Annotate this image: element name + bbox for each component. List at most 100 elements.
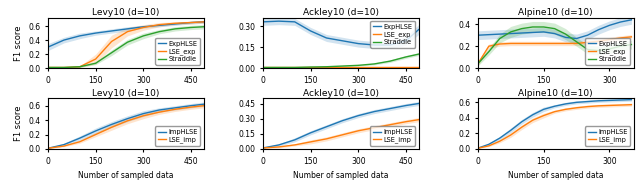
Legend: ExpHLSE, LSE_exp, Straddle: ExpHLSE, LSE_exp, Straddle [585, 38, 630, 65]
Legend: ExpHLSE, LSE_exp, Straddle: ExpHLSE, LSE_exp, Straddle [156, 38, 200, 65]
Legend: ExpHLSE, LSE_exp, Straddle: ExpHLSE, LSE_exp, Straddle [371, 21, 415, 48]
LSE_imp [562, 108, 570, 111]
LSE_exp [307, 66, 314, 69]
Straddle [507, 31, 515, 33]
LSE_exp [275, 66, 283, 69]
ExpHLSE [323, 37, 330, 39]
Straddle [605, 48, 613, 50]
LSE_imp [595, 105, 602, 107]
LSE_imp [496, 140, 504, 142]
ExpHLSE [402, 40, 410, 42]
ImpHLSE [485, 143, 493, 145]
X-axis label: Number of sampled data: Number of sampled data [508, 171, 604, 180]
Legend: ImpHLSE, LSE_imp: ImpHLSE, LSE_imp [585, 126, 630, 146]
Line: ImpHLSE: ImpHLSE [478, 100, 632, 148]
ImpHLSE [507, 129, 515, 132]
LSE_imp [187, 106, 195, 108]
LSE_exp [172, 22, 179, 24]
LSE_imp [573, 107, 580, 109]
Line: LSE_imp: LSE_imp [48, 106, 204, 148]
ImpHLSE [307, 132, 314, 134]
Title: Alpine10 (d=10): Alpine10 (d=10) [518, 89, 593, 98]
LSE_exp [584, 41, 591, 44]
ExpHLSE [76, 35, 84, 37]
Title: Levy10 (d=10): Levy10 (d=10) [92, 89, 159, 98]
ImpHLSE [323, 126, 330, 128]
ExpHLSE [616, 21, 624, 23]
Straddle [584, 48, 591, 51]
LSE_imp [628, 103, 636, 106]
Straddle [200, 26, 207, 28]
LSE_exp [562, 42, 570, 45]
Straddle [595, 49, 602, 52]
LSE_exp [415, 66, 422, 69]
Line: ExpHLSE: ExpHLSE [263, 21, 419, 45]
Straddle [474, 63, 482, 65]
ExpHLSE [386, 44, 394, 46]
LSE_imp [518, 126, 525, 128]
Line: LSE_imp: LSE_imp [478, 105, 632, 148]
LSE_exp [291, 66, 298, 69]
Straddle [291, 66, 298, 69]
ImpHLSE [605, 99, 613, 102]
ImpHLSE [108, 123, 115, 126]
Straddle [275, 66, 283, 69]
Straddle [92, 62, 99, 64]
LSE_exp [76, 66, 84, 68]
ImpHLSE [474, 147, 482, 149]
ExpHLSE [124, 28, 131, 30]
LSE_imp [355, 130, 362, 132]
Title: Ackley10 (d=10): Ackley10 (d=10) [303, 8, 379, 17]
ExpHLSE [307, 30, 314, 32]
Legend: ImpHLSE, LSE_imp: ImpHLSE, LSE_imp [370, 126, 415, 146]
Y-axis label: F1 score: F1 score [13, 106, 22, 142]
ImpHLSE [339, 120, 346, 122]
ExpHLSE [540, 31, 547, 33]
LSE_imp [275, 146, 283, 148]
LSE_exp [371, 66, 378, 69]
LSE_imp [616, 104, 624, 106]
LSE_exp [529, 42, 536, 45]
LSE_exp [108, 40, 115, 43]
Title: Alpine10 (d=10): Alpine10 (d=10) [518, 8, 593, 17]
ExpHLSE [584, 34, 591, 36]
Straddle [386, 60, 394, 62]
LSE_exp [474, 63, 482, 65]
Y-axis label: F1 score: F1 score [13, 25, 22, 61]
ImpHLSE [518, 121, 525, 123]
LSE_imp [60, 145, 68, 147]
Straddle [259, 66, 267, 69]
LSE_exp [402, 66, 410, 69]
LSE_exp [507, 42, 515, 45]
Straddle [124, 41, 131, 43]
LSE_exp [355, 66, 362, 69]
Straddle [339, 65, 346, 67]
LSE_imp [584, 105, 591, 108]
Straddle [518, 27, 525, 30]
LSE_exp [156, 24, 163, 26]
ExpHLSE [573, 37, 580, 40]
ExpHLSE [92, 32, 99, 34]
ExpHLSE [605, 24, 613, 26]
Straddle [562, 33, 570, 35]
LSE_exp [573, 42, 580, 45]
LSE_exp [140, 26, 147, 29]
ImpHLSE [402, 104, 410, 107]
X-axis label: Number of sampled data: Number of sampled data [78, 171, 173, 180]
ImpHLSE [584, 100, 591, 103]
ImpHLSE [355, 114, 362, 117]
ImpHLSE [156, 109, 163, 111]
LSE_exp [259, 66, 267, 69]
LSE_imp [540, 114, 547, 117]
Straddle [307, 66, 314, 68]
ExpHLSE [200, 21, 207, 23]
ImpHLSE [573, 101, 580, 103]
Straddle [44, 66, 52, 69]
ImpHLSE [76, 137, 84, 139]
ExpHLSE [595, 29, 602, 31]
ImpHLSE [540, 108, 547, 111]
LSE_exp [616, 37, 624, 39]
LSE_imp [259, 147, 267, 149]
ImpHLSE [44, 147, 52, 149]
LSE_imp [339, 134, 346, 136]
